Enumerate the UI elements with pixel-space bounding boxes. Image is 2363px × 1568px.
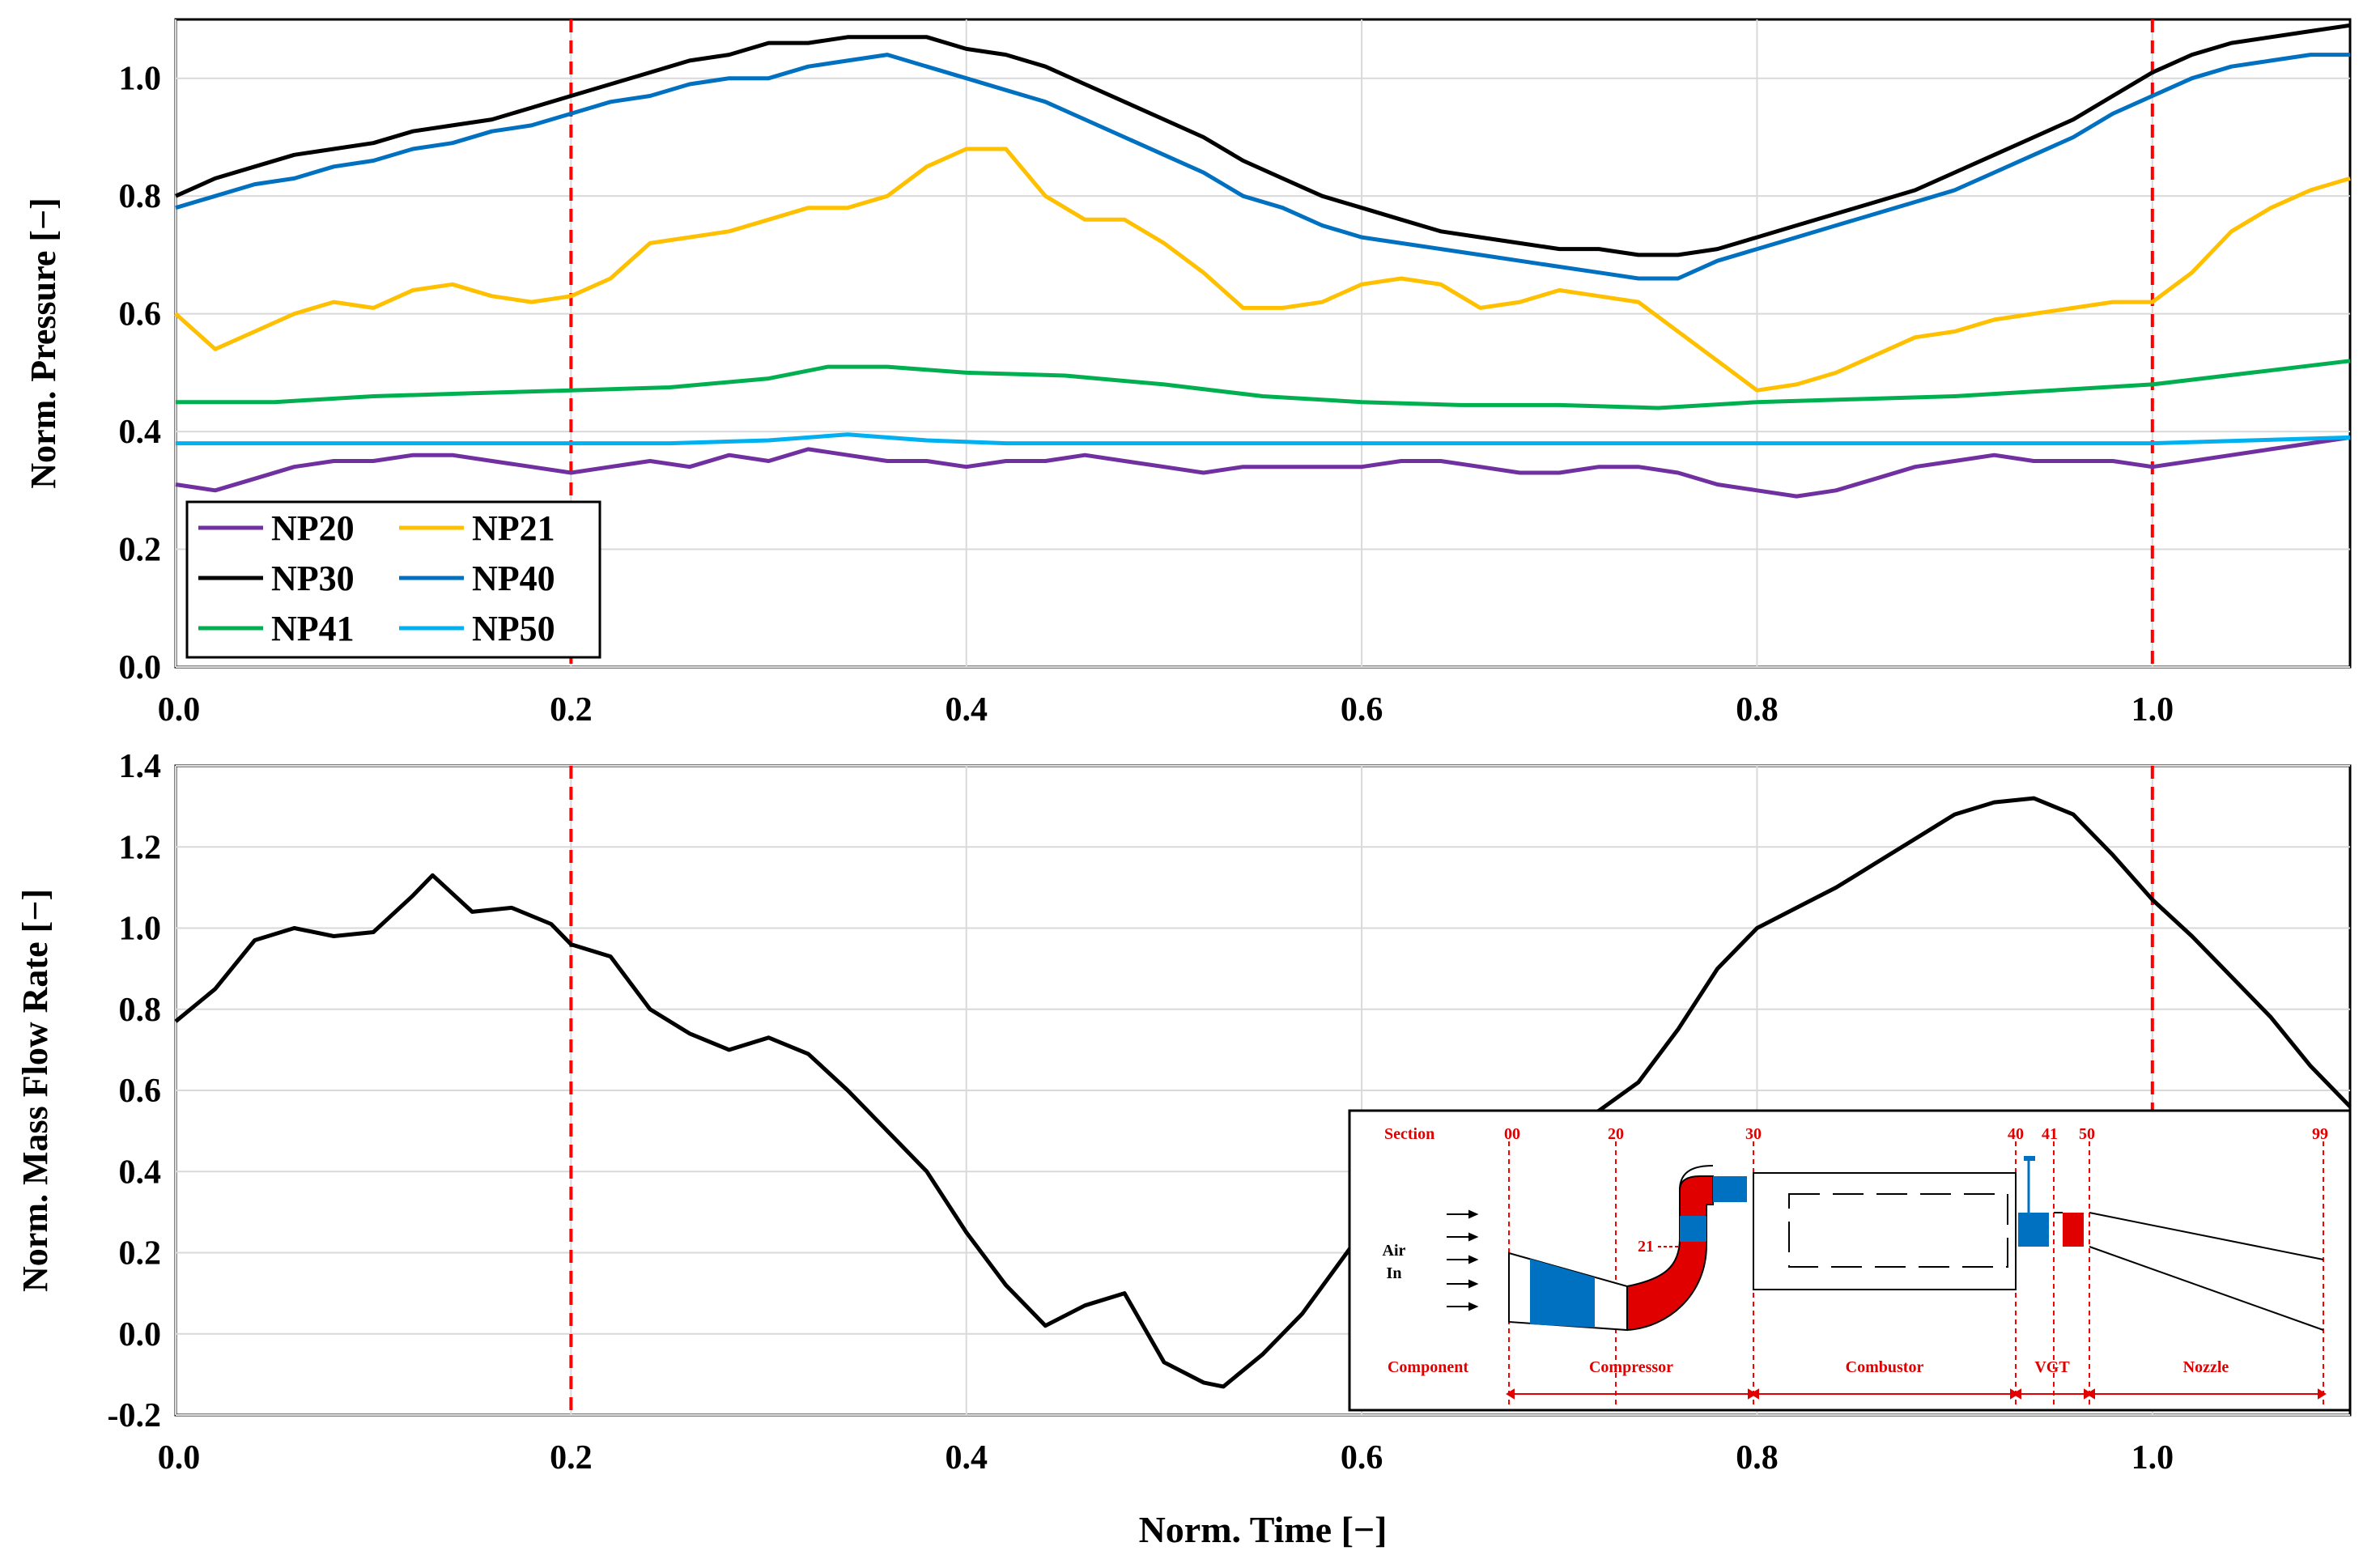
pressure-y-tick-label: 0.0 (119, 649, 162, 686)
mass-flow-y-tick-label: 0.4 (119, 1154, 162, 1191)
mass-flow-y-tick-label: 0.6 (119, 1073, 162, 1110)
section-50: 50 (2079, 1125, 2095, 1143)
legend-label: NP50 (472, 609, 555, 648)
pressure-vlines (569, 19, 2154, 667)
mass-flow-x-tick-label: 1.0 (2131, 1439, 2174, 1477)
series-np20 (175, 435, 2351, 499)
compressor-inlet (1508, 1251, 1628, 1332)
air-in-arrows (1447, 1209, 1479, 1311)
pressure-x-tick-label: 1.0 (2131, 691, 2174, 729)
series-mass-flow-rate (174, 796, 2352, 1389)
series-np21 (174, 147, 2351, 393)
pressure-x-tick-label: 0.4 (945, 691, 988, 729)
x-axis-label: Norm. Time [−] (1139, 1509, 1388, 1550)
mass-flow-x-tick-label: 0.0 (158, 1439, 201, 1477)
mass-flow-series (174, 796, 2352, 1389)
pressure-y-tick-label: 1.0 (119, 61, 162, 98)
component-nozzle: Nozzle (2183, 1358, 2229, 1376)
mass-flow-x-tick-label: 0.2 (550, 1439, 593, 1477)
legend-label: NP41 (271, 609, 355, 648)
mass-flow-y-tick-label: -0.2 (108, 1397, 162, 1434)
compressor-duct (1626, 1165, 1747, 1332)
pressure-x-tick-label: 0.0 (158, 691, 201, 729)
section-21-label: 21 (1638, 1238, 1654, 1256)
pressure-legend: NP20 NP21 NP30 NP40 NP41 NP50 (185, 500, 601, 659)
pressure-x-tick-label: 0.2 (550, 691, 593, 729)
section-40: 40 (2008, 1125, 2024, 1143)
mass-flow-x-ticks: 0.0 0.2 0.4 0.6 0.8 1.0 (158, 1439, 2174, 1477)
pressure-y-axis-label: Norm. Pressure [−] (23, 198, 63, 488)
mass-flow-y-tick-label: 1.4 (119, 748, 162, 785)
component-label: Component (1388, 1358, 1468, 1376)
pressure-x-ticks: 0.0 0.2 0.4 0.6 0.8 1.0 (158, 691, 2174, 729)
mass-flow-x-tick-label: 0.6 (1341, 1439, 1383, 1477)
mass-flow-y-ticks: -0.2 0.0 0.2 0.4 0.6 0.8 1.0 1.2 1.4 (108, 748, 162, 1434)
in-label: In (1387, 1264, 1402, 1282)
mass-flow-y-tick-label: 1.2 (119, 829, 162, 866)
pressure-x-tick-label: 0.6 (1341, 691, 1383, 729)
pressure-y-tick-label: 0.8 (119, 178, 162, 215)
mass-flow-y-tick-label: 0.2 (119, 1235, 162, 1273)
section-20: 20 (1608, 1125, 1624, 1143)
engine-diagram-inset: Section 00 20 30 40 41 50 99 Air In (1348, 1109, 2352, 1412)
pressure-series (174, 23, 2351, 499)
mass-flow-x-tick-label: 0.8 (1736, 1439, 1779, 1477)
pressure-chart: 0.0 0.2 0.4 0.6 0.8 1.0 0.0 0.2 0.4 0.6 0.8 1.0 No… (23, 18, 2352, 729)
nozzle (2089, 1212, 2324, 1331)
pressure-y-tick-label: 0.6 (119, 296, 162, 334)
pressure-y-tick-label: 0.2 (119, 532, 162, 569)
pressure-x-tick-label: 0.8 (1736, 691, 1779, 729)
series-np50 (176, 432, 2351, 446)
vgt (2018, 1156, 2084, 1247)
pressure-y-ticks: 0.0 0.2 0.4 0.6 0.8 1.0 (119, 61, 162, 686)
component-vgt: VGT (2034, 1358, 2070, 1376)
mass-flow-y-tick-label: 1.0 (119, 911, 162, 948)
mass-flow-vlines (569, 766, 2154, 1415)
section-00: 00 (1504, 1125, 1520, 1143)
mass-flow-y-axis-label: Norm. Mass Flow Rate [−] (15, 889, 55, 1292)
mass-flow-y-tick-label: 0.0 (119, 1316, 162, 1353)
air-label: Air (1383, 1242, 1406, 1260)
series-np30 (174, 23, 2351, 257)
section-41: 41 (2042, 1125, 2058, 1143)
pressure-y-tick-label: 0.4 (119, 414, 162, 451)
section-30: 30 (1745, 1125, 1762, 1143)
legend-label: NP30 (271, 559, 355, 598)
mass-flow-x-tick-label: 0.4 (945, 1439, 988, 1477)
component-combustor: Combustor (1846, 1358, 1924, 1376)
series-np40 (175, 53, 2350, 281)
series-np41 (176, 359, 2351, 410)
legend-label: NP21 (472, 508, 555, 548)
combustor (1753, 1172, 2017, 1290)
component-compressor: Compressor (1589, 1358, 1673, 1376)
section-99: 99 (2312, 1125, 2328, 1143)
legend-label: NP20 (271, 508, 355, 548)
legend-label: NP40 (472, 559, 555, 598)
component-span-arrows (1506, 1388, 2327, 1400)
inset-section-label: Section (1384, 1125, 1434, 1143)
mass-flow-y-tick-label: 0.8 (119, 992, 162, 1029)
